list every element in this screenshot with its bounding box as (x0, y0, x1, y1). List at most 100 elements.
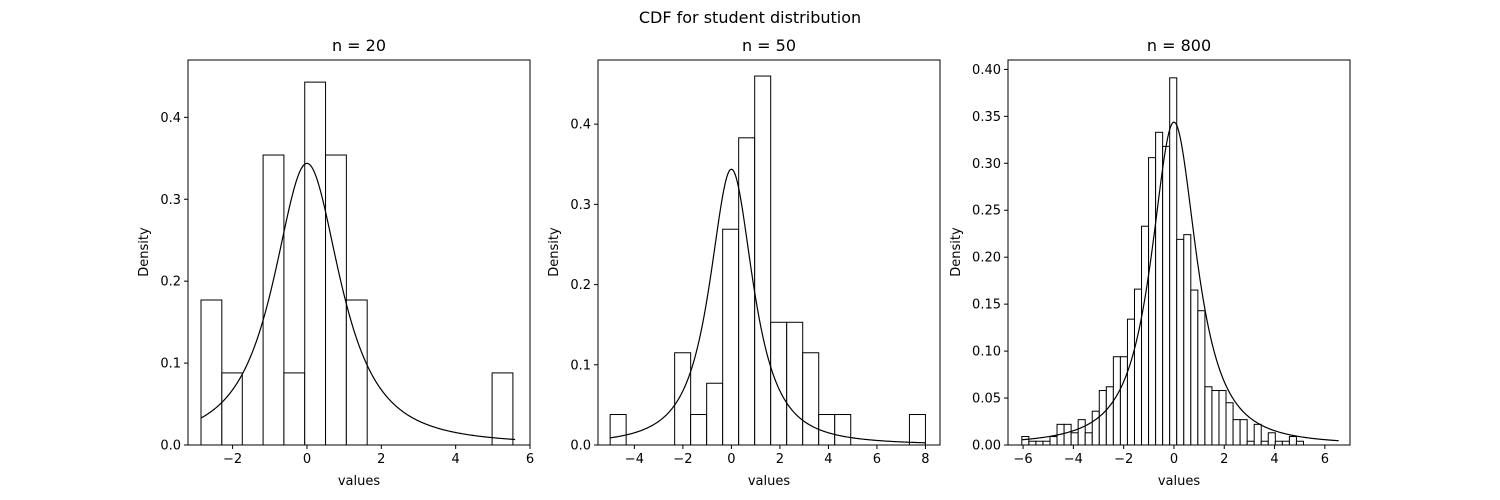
y-tick-label: 0.4 (570, 118, 591, 133)
histogram-bar (770, 321, 788, 446)
y-tick-label: 0.40 (972, 63, 1001, 78)
histogram-bar (1211, 390, 1220, 446)
histogram-bar (1274, 440, 1283, 446)
histogram-bar (1133, 288, 1143, 446)
histogram-bar (283, 372, 306, 446)
histogram-bar (722, 228, 740, 446)
axes-frame (187, 59, 531, 446)
y-tick-label: 0.4 (160, 111, 181, 126)
y-tick-label: 0.3 (570, 198, 591, 213)
histogram-bar (1077, 419, 1086, 446)
histogram-bar (1063, 423, 1072, 446)
histogram-bar (1218, 390, 1227, 446)
histogram-bar (1197, 310, 1206, 446)
histogram-bar (1162, 145, 1171, 446)
x-tick-label: 6 (526, 452, 534, 467)
histogram-bar (1246, 440, 1255, 446)
x-tick-label: 0 (1170, 452, 1178, 467)
histogram-bar (609, 414, 627, 446)
histogram-bar (674, 352, 692, 446)
y-tick-label: 0.2 (160, 275, 181, 290)
x-tick-label: 4 (452, 452, 460, 467)
y-axis-label: Density (949, 227, 964, 277)
histogram-bar (1042, 440, 1051, 446)
x-tick-label: −4 (1064, 452, 1083, 467)
x-tick-label: 0 (303, 452, 311, 467)
density-curve (1021, 121, 1339, 442)
y-tick-label: 0.10 (972, 345, 1001, 360)
y-axis-label: Density (137, 227, 152, 277)
histogram-bar (1021, 436, 1030, 446)
x-tick-label: −2 (223, 452, 242, 467)
histogram-bar (1070, 432, 1079, 446)
histogram-bar (834, 414, 852, 446)
density-curve (200, 162, 516, 441)
histogram-bar (1105, 386, 1114, 446)
x-tick-label: 2 (776, 452, 784, 467)
y-tick-label: 0.35 (972, 110, 1001, 125)
histogram-bar (1091, 410, 1100, 446)
histogram-bar (1239, 419, 1248, 446)
histogram-bar (304, 81, 327, 446)
subplot-title: n = 50 (742, 36, 796, 55)
x-tick-label: 0 (727, 452, 735, 467)
histogram-bar (786, 321, 804, 446)
histogram-bar (1169, 77, 1178, 446)
histogram-bar (1028, 440, 1037, 446)
x-tick-label: 6 (873, 452, 881, 467)
x-tick-label: −2 (673, 452, 692, 467)
histogram-bar (1176, 238, 1185, 446)
histogram-bar (1148, 157, 1157, 446)
axes-frame (597, 59, 941, 446)
histogram-bar (1295, 440, 1304, 446)
histogram-bar (200, 299, 223, 446)
y-tick-label: 0.2 (570, 278, 591, 293)
histogram-bar (345, 299, 368, 446)
histogram-bar (1232, 419, 1241, 446)
x-tick-label: −2 (1114, 452, 1133, 467)
x-tick-label: 8 (921, 452, 929, 467)
histogram-bar (1049, 436, 1058, 446)
y-tick-label: 0.00 (972, 439, 1001, 454)
histogram-bar (1084, 432, 1093, 446)
histogram-bar (262, 154, 285, 446)
histogram-bar (706, 382, 724, 446)
histogram-bar (1098, 390, 1107, 446)
y-tick-label: 0.0 (570, 439, 591, 454)
x-tick-label: −6 (1014, 452, 1033, 467)
histogram-bar (491, 372, 514, 446)
x-axis-label: values (748, 474, 791, 489)
histogram-bar (690, 414, 708, 446)
subplot-title: n = 800 (1147, 36, 1211, 55)
y-tick-label: 0.3 (160, 193, 181, 208)
y-tick-label: 0.05 (972, 392, 1001, 407)
histogram-bar (1183, 234, 1192, 446)
histogram-bar (1119, 356, 1128, 446)
histogram-bar (221, 372, 243, 446)
histogram-bar (1260, 440, 1269, 446)
histogram-bar (1112, 356, 1121, 446)
x-axis-label: values (1158, 474, 1201, 489)
density-curve (610, 168, 926, 444)
histogram-bar (1281, 440, 1290, 446)
x-tick-label: 2 (1220, 452, 1228, 467)
subplot-n20: n = 20 values Density −2 0 2 4 6 0.0 0.1 0.2 0.3… (137, 36, 534, 489)
axes-frame (1007, 59, 1351, 446)
y-axis-label: Density (547, 227, 562, 277)
x-tick-label: −4 (625, 452, 644, 467)
histogram-bar (1253, 423, 1262, 446)
subplot-title: n = 20 (332, 36, 386, 55)
histogram-bar (1141, 225, 1150, 446)
histogram-bar (1225, 402, 1234, 446)
histogram-bar (1288, 436, 1297, 446)
histogram-bar (325, 154, 347, 446)
y-tick-label: 0.1 (160, 357, 181, 372)
figure-suptitle: CDF for student distribution (639, 8, 861, 27)
y-tick-label: 0.20 (972, 251, 1001, 266)
subplot-n50: n = 50 values Density −4 −2 0 2 4 6 8 0.0 0.1 0.2… (547, 36, 941, 489)
y-tick-label: 0.1 (570, 358, 591, 373)
histogram-bar (1190, 289, 1199, 446)
x-tick-label: 4 (824, 452, 832, 467)
histogram-bar (1035, 440, 1044, 446)
